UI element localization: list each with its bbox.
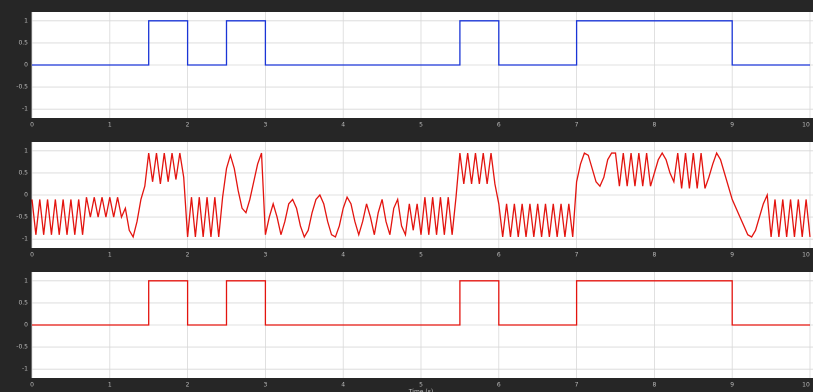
x-axis-label: Time (s) <box>408 389 433 392</box>
signal-line <box>31 151 811 239</box>
x-tick-label: 2 <box>186 382 190 389</box>
signal-line <box>32 20 810 66</box>
x-tick-label: 8 <box>652 382 656 389</box>
x-tick-label: 0 <box>30 382 34 389</box>
x-tick-label: 9 <box>730 122 734 129</box>
x-tick-label: 7 <box>575 122 579 129</box>
x-tick-label: 0 <box>30 252 34 259</box>
x-tick-label: 4 <box>341 252 345 259</box>
y-tick-label: -0.5 <box>16 214 28 221</box>
x-tick-label: 5 <box>419 122 423 129</box>
signal-line <box>32 280 810 326</box>
x-tick-label: 8 <box>652 122 656 129</box>
x-tick-label: 10 <box>802 252 810 259</box>
x-tick-label: 1 <box>108 122 112 129</box>
y-tick-label: 0 <box>24 62 28 69</box>
x-tick-label: 6 <box>497 122 501 129</box>
x-tick-label: 2 <box>186 122 190 129</box>
x-tick-label: 3 <box>263 252 267 259</box>
x-tick-label: 7 <box>575 252 579 259</box>
y-tick-label: 0 <box>24 192 28 199</box>
y-tick-label: -1 <box>22 106 28 113</box>
x-tick-label: 4 <box>341 382 345 389</box>
x-tick-label: 3 <box>263 382 267 389</box>
x-tick-label: 2 <box>186 252 190 259</box>
x-tick-label: 6 <box>497 382 501 389</box>
x-tick-label: 10 <box>802 382 810 389</box>
y-tick-label: 1 <box>24 17 28 24</box>
x-tick-label: 0 <box>30 122 34 129</box>
x-tick-label: 5 <box>419 382 423 389</box>
y-tick-label: -1 <box>22 236 28 243</box>
y-tick-label: 1 <box>24 277 28 284</box>
y-tick-label: 0.5 <box>18 169 28 176</box>
x-tick-label: 9 <box>730 382 734 389</box>
y-tick-label: 0 <box>24 322 28 329</box>
x-tick-label: 6 <box>497 252 501 259</box>
x-tick-label: 3 <box>263 122 267 129</box>
x-tick-label: 10 <box>802 122 810 129</box>
y-tick-label: 0.5 <box>18 39 28 46</box>
y-tick-label: 1 <box>24 147 28 154</box>
x-tick-label: 9 <box>730 252 734 259</box>
x-tick-label: 5 <box>419 252 423 259</box>
x-tick-label: 4 <box>341 122 345 129</box>
y-tick-label: -1 <box>22 366 28 373</box>
x-tick-label: 8 <box>652 252 656 259</box>
y-tick-label: -0.5 <box>16 84 28 91</box>
x-tick-label: 1 <box>108 252 112 259</box>
x-tick-label: 1 <box>108 382 112 389</box>
y-tick-label: 0.5 <box>18 299 28 306</box>
y-tick-label: -0.5 <box>16 344 28 351</box>
x-tick-label: 7 <box>575 382 579 389</box>
